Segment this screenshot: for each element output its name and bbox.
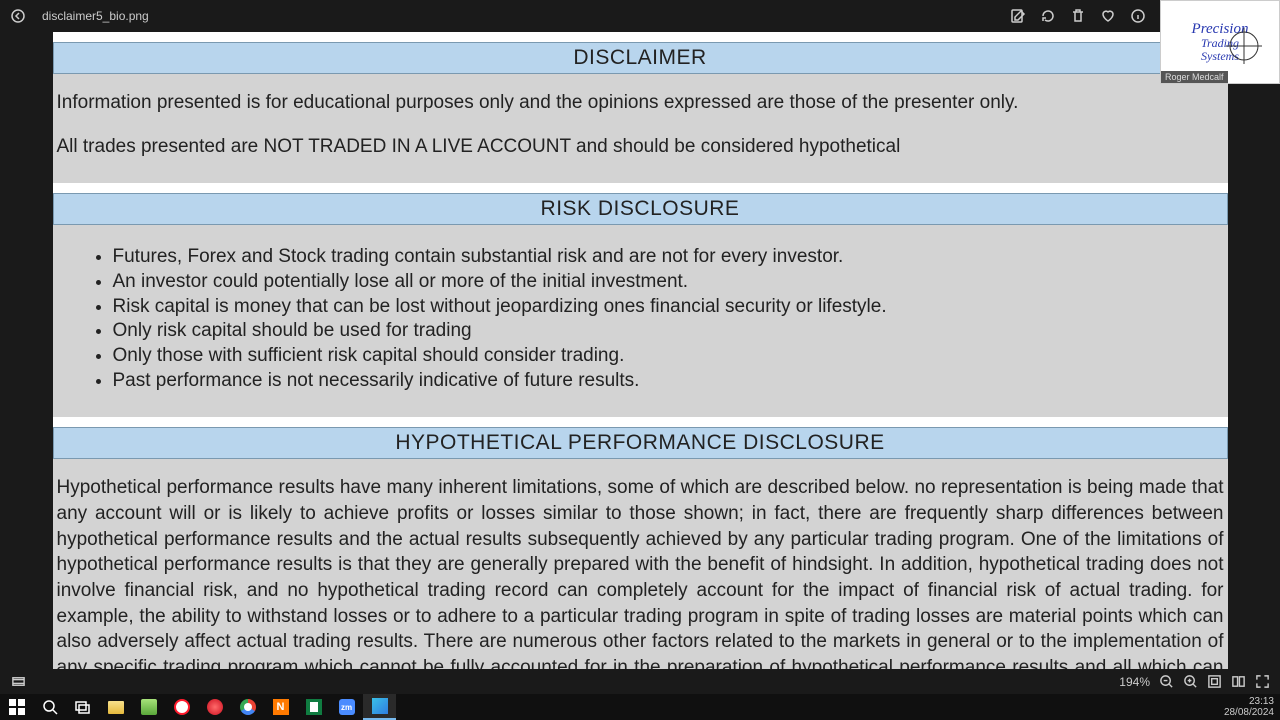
clock-date: 28/08/2024 — [1224, 707, 1274, 718]
section-header-hypothetical: HYPOTHETICAL PERFORMANCE DISCLOSURE — [53, 427, 1228, 459]
section-header-disclaimer: DISCLAIMER — [53, 42, 1228, 74]
photos-statusbar: 194% — [0, 669, 1280, 694]
zoom-controls: 194% — [1119, 674, 1270, 690]
list-item: Past performance is not necessarily indi… — [113, 369, 1228, 394]
file-name: disclaimer5_bio.png — [42, 9, 149, 23]
section-body-hypothetical: Hypothetical performance results have ma… — [53, 459, 1228, 669]
list-item: Only those with sufficient risk capital … — [113, 344, 1228, 369]
delete-icon[interactable] — [1070, 8, 1086, 24]
image-viewer[interactable]: DISCLAIMER Information presented is for … — [0, 32, 1280, 669]
list-item: An investor could potentially lose all o… — [113, 270, 1228, 295]
watermark-overlay: Precision Trading Systems Roger Medcalf — [1160, 0, 1280, 84]
search-button[interactable] — [33, 694, 66, 720]
list-item: Only risk capital should be used for tra… — [113, 319, 1228, 344]
disclaimer-p2: All trades presented are NOT TRADED IN A… — [53, 134, 1228, 160]
taskbar-excel[interactable] — [297, 694, 330, 720]
fullscreen-icon[interactable] — [1254, 674, 1270, 690]
taskview-button[interactable] — [66, 694, 99, 720]
info-icon[interactable] — [1130, 8, 1146, 24]
photos-titlebar: disclaimer5_bio.png — [0, 0, 1280, 32]
taskbar-opera-gx[interactable] — [165, 694, 198, 720]
section-body-risk: Futures, Forex and Stock trading contain… — [53, 225, 1228, 417]
windows-taskbar: N zm 23:13 28/08/2024 — [0, 694, 1280, 720]
document-page: DISCLAIMER Information presented is for … — [53, 32, 1228, 669]
crosshair-icon — [1226, 28, 1262, 64]
zoom-value: 194% — [1119, 675, 1150, 689]
taskbar-chrome[interactable] — [231, 694, 264, 720]
list-item: Futures, Forex and Stock trading contain… — [113, 245, 1228, 270]
filmstrip-icon[interactable] — [10, 674, 26, 690]
fit-icon[interactable] — [1206, 674, 1222, 690]
taskbar-app-green[interactable] — [132, 694, 165, 720]
favorite-icon[interactable] — [1100, 8, 1116, 24]
clock-time: 23:13 — [1224, 696, 1274, 707]
taskbar-ninjatrader[interactable]: N — [264, 694, 297, 720]
section-header-risk: RISK DISCLOSURE — [53, 193, 1228, 225]
zoom-out-icon[interactable] — [1158, 674, 1174, 690]
hypothetical-p1: Hypothetical performance results have ma… — [53, 475, 1228, 669]
watermark-author: Roger Medcalf — [1161, 71, 1228, 83]
taskbar-zoom[interactable]: zm — [330, 694, 363, 720]
edit-icon[interactable] — [1010, 8, 1026, 24]
actual-size-icon[interactable] — [1230, 674, 1246, 690]
start-button[interactable] — [0, 694, 33, 720]
disclaimer-p1: Information presented is for educational… — [53, 90, 1228, 116]
list-item: Risk capital is money that can be lost w… — [113, 295, 1228, 320]
taskbar-opera[interactable] — [198, 694, 231, 720]
system-clock[interactable]: 23:13 28/08/2024 — [1218, 696, 1280, 718]
rotate-icon[interactable] — [1040, 8, 1056, 24]
watermark-brand: Precision Trading Systems — [1192, 22, 1249, 63]
zoom-in-icon[interactable] — [1182, 674, 1198, 690]
section-body-disclaimer: Information presented is for educational… — [53, 74, 1228, 183]
back-icon[interactable] — [0, 8, 36, 24]
taskbar-photos[interactable] — [363, 694, 396, 720]
risk-list: Futures, Forex and Stock trading contain… — [53, 245, 1228, 393]
taskbar-explorer[interactable] — [99, 694, 132, 720]
